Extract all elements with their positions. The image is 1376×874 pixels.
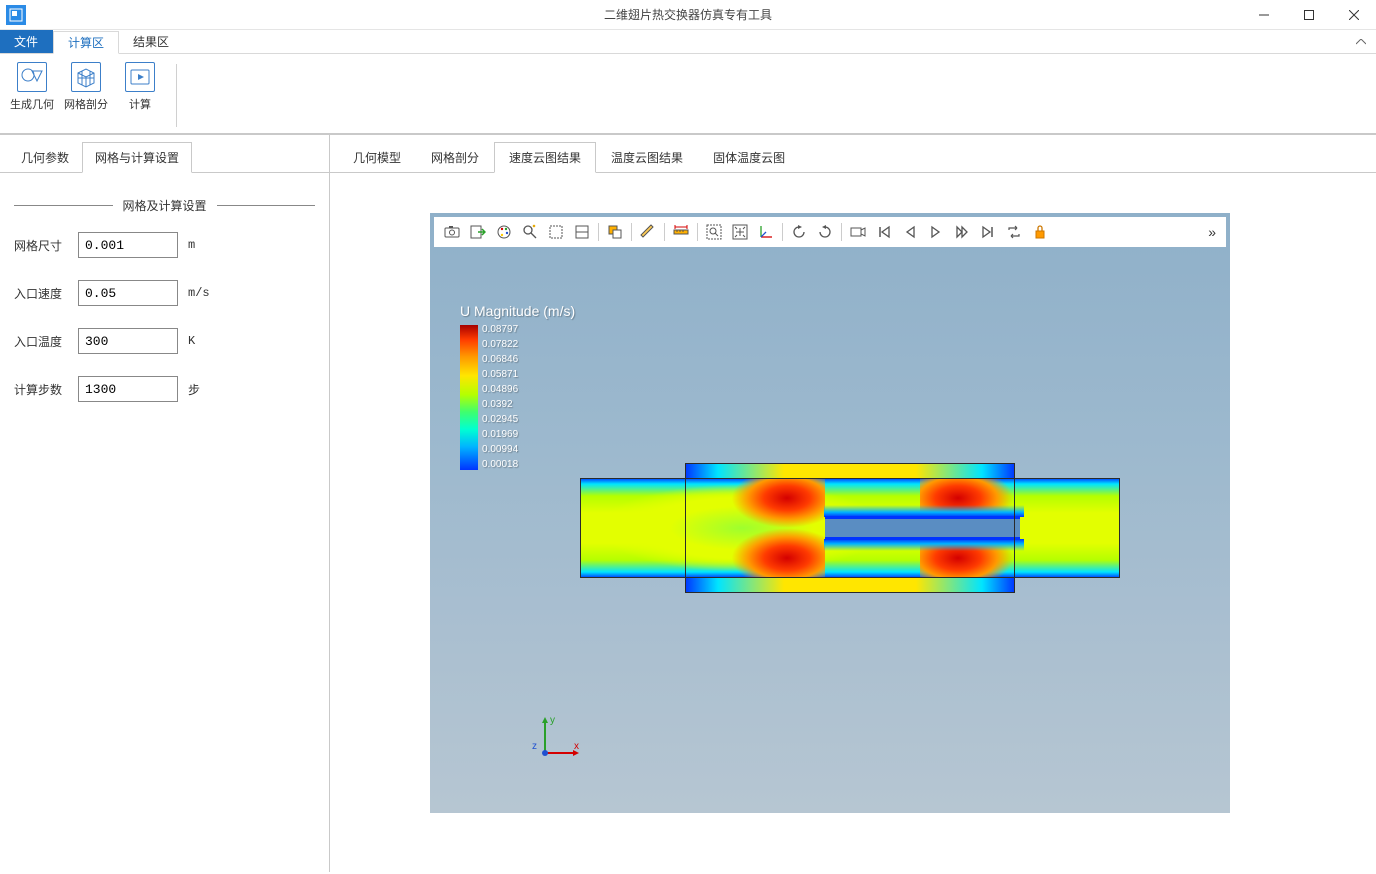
window-controls	[1241, 0, 1376, 30]
mesh-icon	[71, 62, 101, 92]
viewer-toolbar: »	[434, 217, 1226, 247]
minimize-button[interactable]	[1241, 0, 1286, 30]
play-icon	[125, 62, 155, 92]
mesh-size-input[interactable]	[78, 232, 178, 258]
palette-icon[interactable]	[492, 220, 516, 244]
geometry-icon	[17, 62, 47, 92]
calc-steps-unit: 步	[188, 381, 200, 398]
tab-mesh-view[interactable]: 网格剖分	[416, 142, 494, 173]
app-icon	[6, 5, 26, 25]
work-area: 几何参数 网格与计算设置 网格及计算设置 网格尺寸 m 入口速度 m/s 入口温…	[0, 134, 1376, 872]
maximize-button[interactable]	[1286, 0, 1331, 30]
loop-icon[interactable]	[1002, 220, 1026, 244]
legend-ticks: 0.08797 0.07822 0.06846 0.05871 0.04896 …	[482, 325, 518, 470]
axes-triad: y x z	[530, 713, 580, 763]
last-frame-icon[interactable]	[976, 220, 1000, 244]
layers-icon[interactable]	[603, 220, 627, 244]
zoom-icon[interactable]	[518, 220, 542, 244]
field-inlet-temperature: 入口温度 K	[14, 328, 315, 354]
tab-solid-temperature[interactable]: 固体温度云图	[698, 142, 800, 173]
zoom-rect-icon[interactable]	[702, 220, 726, 244]
play-frame-icon[interactable]	[924, 220, 948, 244]
axes-icon[interactable]	[754, 220, 778, 244]
color-legend: U Magnitude (m/s) 0.08797 0.07822 0.0684…	[460, 303, 575, 470]
legend-tick: 0.00018	[482, 460, 518, 470]
ribbon-run-label: 计算	[129, 96, 151, 112]
clip-icon[interactable]	[570, 220, 594, 244]
inlet-temperature-unit: K	[188, 334, 195, 348]
ribbon-generate-geometry[interactable]: 生成几何	[8, 58, 56, 133]
ribbon-run[interactable]: 计算	[116, 58, 164, 133]
lock-icon[interactable]	[1028, 220, 1052, 244]
movie-icon[interactable]	[846, 220, 870, 244]
inlet-temperature-input[interactable]	[78, 328, 178, 354]
tab-geometry-params[interactable]: 几何参数	[8, 142, 82, 173]
viewer-wrap: » U Magnitude (m/s) 0.08797 0.07822 0.06…	[330, 173, 1376, 872]
close-button[interactable]	[1331, 0, 1376, 30]
tab-velocity-contour[interactable]: 速度云图结果	[494, 142, 596, 173]
title-bar: 二维翅片热交换器仿真专有工具	[0, 0, 1376, 30]
left-panel: 几何参数 网格与计算设置 网格及计算设置 网格尺寸 m 入口速度 m/s 入口温…	[0, 135, 330, 872]
left-panel-body: 网格及计算设置 网格尺寸 m 入口速度 m/s 入口温度 K 计算步数	[0, 173, 329, 442]
brush-icon[interactable]	[636, 220, 660, 244]
field-inlet-velocity: 入口速度 m/s	[14, 280, 315, 306]
select-box-icon[interactable]	[544, 220, 568, 244]
ribbon-collapse-icon[interactable]	[1346, 30, 1376, 53]
ribbon-generate-geometry-label: 生成几何	[10, 96, 54, 112]
menu-result-area[interactable]: 结果区	[119, 30, 184, 53]
tab-geometry-model[interactable]: 几何模型	[338, 142, 416, 173]
next-step-icon[interactable]	[950, 220, 974, 244]
menu-bar: 文件 计算区 结果区	[0, 30, 1376, 54]
field-calc-steps: 计算步数 步	[14, 376, 315, 402]
ribbon: 生成几何 网格剖分 计算	[0, 54, 1376, 134]
ribbon-mesh-label: 网格剖分	[64, 96, 108, 112]
legend-tick: 0.0392	[482, 400, 518, 410]
camera-icon[interactable]	[440, 220, 464, 244]
tab-temperature-contour[interactable]: 温度云图结果	[596, 142, 698, 173]
rotate-ccw-icon[interactable]	[787, 220, 811, 244]
export-icon[interactable]	[466, 220, 490, 244]
viewer-3d[interactable]: » U Magnitude (m/s) 0.08797 0.07822 0.06…	[430, 213, 1230, 813]
legend-tick: 0.08797	[482, 325, 518, 335]
velocity-contour-plot	[580, 463, 1120, 593]
ribbon-mesh[interactable]: 网格剖分	[62, 58, 110, 133]
right-tabs: 几何模型 网格剖分 速度云图结果 温度云图结果 固体温度云图	[330, 141, 1376, 173]
legend-tick: 0.04896	[482, 385, 518, 395]
triad-y-label: y	[550, 715, 555, 726]
inlet-temperature-label: 入口温度	[14, 333, 78, 350]
toolbar-overflow-icon[interactable]: »	[1204, 224, 1220, 240]
legend-title: U Magnitude (m/s)	[460, 303, 575, 319]
menu-file[interactable]: 文件	[0, 30, 53, 53]
tab-mesh-calc-settings[interactable]: 网格与计算设置	[82, 142, 192, 173]
inlet-velocity-unit: m/s	[188, 286, 210, 300]
inlet-velocity-label: 入口速度	[14, 285, 78, 302]
first-frame-icon[interactable]	[872, 220, 896, 244]
mesh-size-label: 网格尺寸	[14, 237, 78, 254]
calc-steps-input[interactable]	[78, 376, 178, 402]
rotate-cw-icon[interactable]	[813, 220, 837, 244]
fit-icon[interactable]	[728, 220, 752, 244]
triad-x-label: x	[574, 741, 579, 752]
legend-tick: 0.07822	[482, 340, 518, 350]
window-title: 二维翅片热交换器仿真专有工具	[604, 6, 772, 23]
field-mesh-size: 网格尺寸 m	[14, 232, 315, 258]
legend-tick: 0.01969	[482, 430, 518, 440]
ribbon-separator	[176, 64, 177, 127]
right-panel: 几何模型 网格剖分 速度云图结果 温度云图结果 固体温度云图	[330, 135, 1376, 872]
legend-tick: 0.06846	[482, 355, 518, 365]
settings-group-title-text: 网格及计算设置	[113, 197, 217, 214]
legend-colorbar	[460, 325, 478, 470]
left-tabs: 几何参数 网格与计算设置	[0, 141, 329, 173]
triad-z-label: z	[532, 741, 537, 752]
inlet-velocity-input[interactable]	[78, 280, 178, 306]
legend-tick: 0.02945	[482, 415, 518, 425]
prev-frame-icon[interactable]	[898, 220, 922, 244]
settings-group-title: 网格及计算设置	[14, 197, 315, 214]
calc-steps-label: 计算步数	[14, 381, 78, 398]
legend-tick: 0.05871	[482, 370, 518, 380]
ruler-icon[interactable]	[669, 220, 693, 244]
mesh-size-unit: m	[188, 238, 195, 252]
legend-tick: 0.00994	[482, 445, 518, 455]
menu-calc-area[interactable]: 计算区	[53, 31, 119, 54]
